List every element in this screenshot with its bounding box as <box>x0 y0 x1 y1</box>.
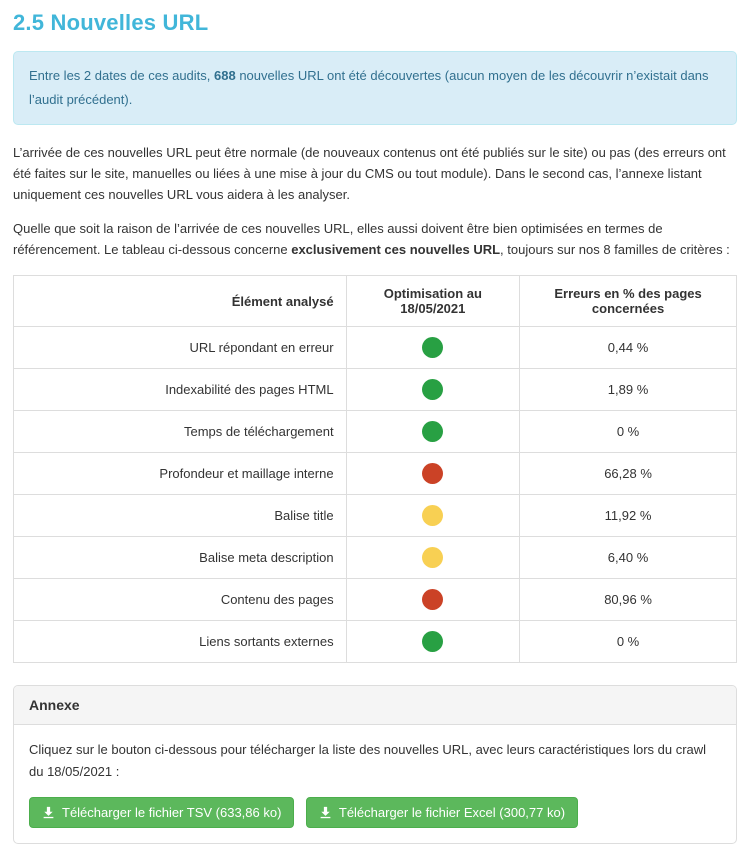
row-value: 66,28 % <box>519 452 737 496</box>
row-label: Balise title <box>13 494 347 538</box>
table-row: Liens sortants externes 0 % <box>13 620 737 664</box>
row-value: 0 % <box>519 620 737 664</box>
download-icon <box>42 806 55 819</box>
table-row: Balise meta description 6,40 % <box>13 536 737 580</box>
annexe-body: Cliquez sur le bouton ci-dessous pour té… <box>14 725 736 843</box>
status-dot <box>422 337 444 359</box>
status-dot <box>422 589 444 611</box>
info-alert: Entre les 2 dates de ces audits, 688 nou… <box>13 51 737 126</box>
annexe-heading: Annexe <box>14 686 736 726</box>
row-value: 11,92 % <box>519 494 737 538</box>
table-row: Indexabilité des pages HTML 1,89 % <box>13 368 737 412</box>
row-label: Indexabilité des pages HTML <box>13 368 347 412</box>
row-value: 0,44 % <box>519 326 737 370</box>
col-header-element: Élément analysé <box>13 275 347 328</box>
table-row: Temps de téléchargement 0 % <box>13 410 737 454</box>
row-label: Profondeur et maillage interne <box>13 452 347 496</box>
info-alert-text: Entre les 2 dates de ces audits, 688 nou… <box>29 68 709 108</box>
annexe-description: Cliquez sur le bouton ci-dessous pour té… <box>29 742 707 780</box>
criteria-table-head: Élément analysé Optimisation au 18/05/20… <box>13 275 737 328</box>
table-row: URL répondant en erreur 0,44 % <box>13 326 737 370</box>
download-icon <box>319 806 332 819</box>
status-dot <box>422 631 444 653</box>
row-label: URL répondant en erreur <box>13 326 347 370</box>
intro-paragraph: L’arrivée de ces nouvelles URL peut être… <box>13 145 726 203</box>
status-dot <box>422 547 444 569</box>
row-label: Temps de téléchargement <box>13 410 347 454</box>
table-row: Profondeur et maillage interne 66,28 % <box>13 452 737 496</box>
row-value: 0 % <box>519 410 737 454</box>
criteria-table: Élément analysé Optimisation au 18/05/20… <box>13 275 737 664</box>
criteria-table-body: URL répondant en erreur 0,44 % Indexabil… <box>13 326 737 664</box>
row-value: 1,89 % <box>519 368 737 412</box>
download-excel-button[interactable]: Télécharger le fichier Excel (300,77 ko) <box>305 796 579 829</box>
row-value: 6,40 % <box>519 536 737 580</box>
row-label: Contenu des pages <box>13 578 347 622</box>
header-row: Élément analysé Optimisation au 18/05/20… <box>13 275 737 328</box>
download-tsv-label: Télécharger le fichier TSV (633,86 ko) <box>62 804 282 820</box>
download-tsv-button[interactable]: Télécharger le fichier TSV (633,86 ko) <box>29 796 295 829</box>
annexe-panel: Annexe Cliquez sur le bouton ci-dessous … <box>13 685 737 845</box>
status-dot <box>422 463 444 485</box>
status-dot <box>422 421 444 443</box>
table-row: Contenu des pages 80,96 % <box>13 578 737 622</box>
download-excel-label: Télécharger le fichier Excel (300,77 ko) <box>338 804 566 820</box>
col-header-optimisation: Optimisation au 18/05/2021 <box>345 275 521 328</box>
page-title: 2.5 Nouvelles URL <box>13 10 209 35</box>
status-dot <box>422 505 444 527</box>
table-row: Balise title 11,92 % <box>13 494 737 538</box>
row-value: 80,96 % <box>519 578 737 622</box>
row-label: Balise meta description <box>13 536 347 580</box>
col-header-erreurs: Erreurs en % des pages concernées <box>519 275 737 328</box>
status-dot <box>422 379 444 401</box>
table-lead-paragraph: Quelle que soit la raison de l’arrivée d… <box>13 221 730 258</box>
row-label: Liens sortants externes <box>13 620 347 664</box>
